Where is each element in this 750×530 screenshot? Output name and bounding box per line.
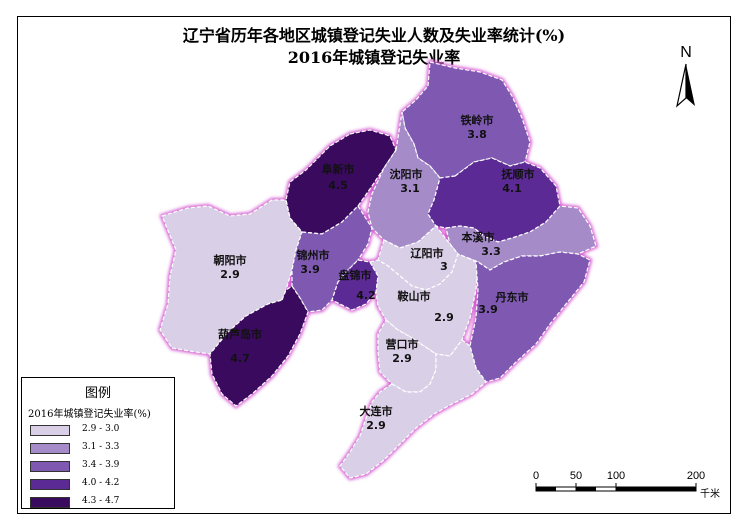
region-fushun — [427, 157, 561, 243]
legend-swatch — [30, 479, 70, 490]
map-subtitle: 2016年城镇登记失业率 — [287, 48, 461, 67]
legend-swatch — [30, 425, 70, 436]
city-value-jinzhou: 3.9 — [300, 263, 320, 276]
city-value-shenyang: 3.1 — [400, 182, 420, 195]
legend: 图例 2016年城镇登记失业率(%) 2.9 - 3.0 3.1 - 3.3 3… — [21, 377, 175, 509]
legend-subtitle: 2016年城镇登记失业率(%) — [28, 409, 151, 420]
scale-tick-label: 200 — [686, 470, 706, 482]
city-name-shenyang: 沈阳市 — [390, 167, 423, 181]
legend-swatch — [30, 461, 70, 472]
north-arrow-icon — [676, 63, 695, 108]
city-value-panjin: 4.2 — [356, 289, 376, 302]
legend-label: 3.4 - 3.9 — [82, 460, 120, 470]
city-name-fushun: 抚顺市 — [502, 167, 535, 181]
city-name-fuxin: 阜新市 — [322, 162, 355, 176]
scale-bar: 0 50 100 200 千米 — [526, 470, 726, 500]
scale-unit: 千米 — [700, 489, 720, 500]
city-value-dalian: 2.9 — [366, 419, 386, 432]
legend-title: 图例 — [84, 386, 111, 401]
city-name-jinzhou: 锦州市 — [297, 248, 330, 262]
map-title: 辽宁省历年各地区城镇登记失业人数及失业率统计(%) — [182, 26, 566, 45]
scale-tick-label: 50 — [569, 470, 583, 482]
region-huludao — [209, 285, 309, 407]
region-dandong — [467, 251, 591, 383]
scale-tick-label: 0 — [532, 470, 540, 482]
legend-label: 4.0 - 4.2 — [82, 478, 120, 488]
city-name-yingkou: 营口市 — [386, 337, 419, 351]
city-name-tieling: 铁岭市 — [461, 113, 494, 127]
legend-label: 4.3 - 4.7 — [82, 496, 120, 506]
legend-swatch — [30, 443, 70, 454]
city-value-benxi: 3.3 — [481, 245, 501, 258]
city-value-liaoyang: 3 — [440, 260, 448, 273]
region-dalian — [339, 339, 487, 479]
city-value-fushun: 4.1 — [502, 182, 522, 195]
city-name-anshan: 鞍山市 — [398, 289, 431, 303]
city-name-benxi: 本溪市 — [462, 230, 495, 244]
city-value-yingkou: 2.9 — [392, 352, 412, 365]
city-value-anshan: 2.9 — [434, 311, 454, 324]
legend-label: 3.1 - 3.3 — [82, 442, 120, 452]
city-value-huludao: 4.7 — [230, 352, 250, 365]
city-name-huludao: 葫芦岛市 — [218, 327, 262, 341]
region-anshan — [369, 253, 479, 357]
city-value-chaoyang: 2.9 — [220, 268, 240, 281]
city-name-liaoyang: 辽阳市 — [411, 246, 444, 260]
north-label: N — [680, 44, 692, 61]
scale-bar-graphic — [535, 483, 697, 492]
map-frame — [17, 16, 731, 514]
city-name-panjin: 盘锦市 — [339, 268, 372, 282]
city-value-fuxin: 4.5 — [328, 179, 348, 192]
legend-swatch — [30, 497, 70, 508]
city-name-dalian: 大连市 — [360, 404, 393, 418]
legend-label: 2.9 - 3.0 — [82, 424, 120, 434]
city-value-tieling: 3.8 — [467, 128, 487, 141]
city-name-chaoyang: 朝阳市 — [214, 253, 247, 267]
city-name-dandong: 丹东市 — [496, 290, 529, 304]
city-value-dandong: 3.9 — [478, 303, 498, 316]
north-arrow: N — [666, 44, 706, 108]
scale-tick-label: 100 — [606, 470, 626, 482]
